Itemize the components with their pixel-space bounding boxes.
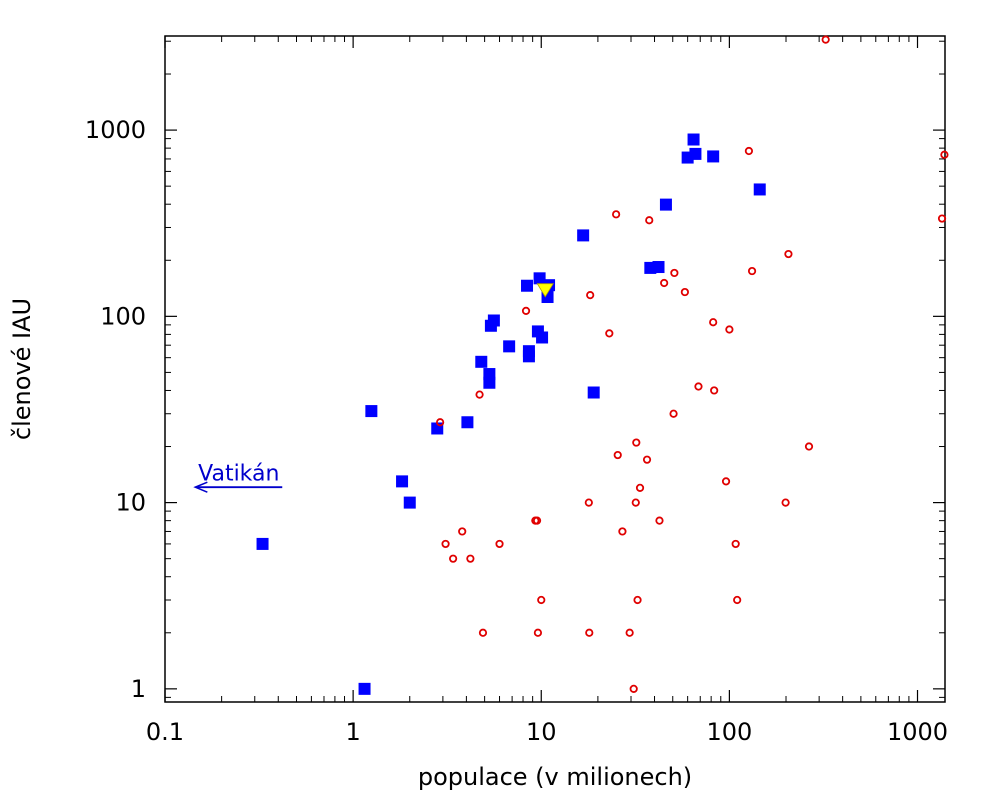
data-point-circle bbox=[731, 539, 740, 549]
data-point-circle bbox=[436, 418, 445, 427]
data-point-square bbox=[587, 386, 600, 399]
data-point-circle bbox=[618, 527, 627, 536]
data-point-circle bbox=[784, 249, 793, 259]
data-point-circle bbox=[631, 498, 640, 507]
data-point-circle bbox=[532, 516, 542, 525]
data-point-square bbox=[536, 331, 549, 344]
y-tick-label: 10 bbox=[115, 489, 146, 517]
data-point-circle bbox=[533, 628, 543, 637]
x-tick-labels: 0.1 1 10 100 1000 bbox=[146, 718, 948, 746]
data-point-square bbox=[522, 345, 535, 358]
y-tick-label: 100 bbox=[100, 302, 146, 330]
data-point-circle bbox=[821, 35, 830, 44]
x-tick-label: 1 bbox=[345, 718, 360, 746]
data-point-circle bbox=[625, 628, 634, 637]
y-axis-title: členové IAU bbox=[8, 298, 36, 440]
data-point-circle bbox=[710, 386, 719, 395]
annotations: Vatikán bbox=[193, 462, 283, 493]
data-point-circle bbox=[521, 306, 531, 315]
data-point-square bbox=[577, 229, 590, 242]
data-point-square bbox=[533, 272, 546, 285]
data-point-circle bbox=[721, 477, 731, 486]
x-tick-label: 100 bbox=[706, 718, 752, 746]
data-point-circle bbox=[804, 442, 814, 451]
data-point-circle bbox=[633, 595, 642, 605]
data-point-square bbox=[365, 405, 378, 418]
data-point-circle bbox=[605, 329, 614, 338]
data-points bbox=[256, 35, 949, 695]
data-point-circle bbox=[937, 214, 947, 223]
data-point-square bbox=[461, 416, 474, 429]
data-point-circle bbox=[478, 628, 488, 637]
data-point-circle bbox=[441, 539, 450, 549]
data-point-circle bbox=[655, 516, 664, 525]
data-point-square bbox=[396, 475, 409, 488]
annotation-label: Vatikán bbox=[198, 462, 279, 487]
data-point-square bbox=[687, 133, 700, 146]
data-point-circle bbox=[466, 554, 475, 563]
data-point-square bbox=[659, 198, 672, 211]
data-point-circle bbox=[629, 684, 638, 693]
data-point-circle bbox=[585, 628, 594, 637]
data-point-square bbox=[487, 314, 500, 327]
data-point-circle bbox=[537, 595, 546, 605]
data-point-circle bbox=[635, 483, 645, 492]
x-axis-ticks bbox=[164, 36, 919, 702]
y-tick-label: 1 bbox=[131, 675, 146, 703]
data-point-circle bbox=[642, 455, 652, 464]
data-point-square bbox=[503, 340, 516, 353]
data-point-circle bbox=[495, 539, 504, 549]
data-point-circle bbox=[694, 382, 703, 391]
x-axis-title: populace (v milionech) bbox=[418, 763, 692, 791]
x-tick-label: 1000 bbox=[887, 718, 948, 746]
y-tick-label: 1000 bbox=[85, 116, 146, 144]
data-point-square bbox=[403, 496, 416, 509]
data-point-square bbox=[753, 183, 766, 196]
data-point-circle bbox=[669, 409, 678, 418]
y-tick-labels: 1 10 100 1000 bbox=[85, 116, 146, 703]
data-point-circle bbox=[744, 146, 754, 156]
data-point-circle bbox=[645, 216, 654, 225]
annotation-arrowhead bbox=[193, 481, 208, 493]
data-point-circle bbox=[613, 450, 622, 460]
data-point-circle bbox=[680, 287, 689, 297]
plot-area: Vatikán bbox=[164, 35, 949, 703]
data-point-circle bbox=[632, 438, 641, 447]
data-point-circle bbox=[709, 318, 718, 327]
data-point-triangle bbox=[536, 283, 554, 298]
data-point-circle bbox=[733, 595, 742, 605]
data-point-circle bbox=[584, 498, 593, 507]
plot-frame bbox=[164, 35, 946, 703]
data-point-circle bbox=[612, 210, 621, 219]
data-point-circle bbox=[781, 498, 790, 507]
data-point-square bbox=[689, 147, 702, 160]
x-tick-label: 10 bbox=[526, 718, 557, 746]
data-point-square bbox=[358, 682, 371, 695]
data-point-circle bbox=[725, 325, 734, 334]
data-point-circle bbox=[670, 268, 679, 278]
data-point-square bbox=[707, 150, 720, 163]
data-point-square bbox=[652, 261, 665, 274]
data-point-circle bbox=[940, 150, 949, 159]
data-point-circle bbox=[747, 266, 757, 276]
data-point-square bbox=[521, 279, 534, 292]
data-point-circle bbox=[660, 278, 669, 288]
data-point-circle bbox=[475, 390, 484, 399]
data-point-square bbox=[483, 368, 496, 381]
data-point-circle bbox=[586, 291, 595, 300]
data-point-square bbox=[475, 355, 488, 368]
data-point-circle bbox=[449, 554, 458, 563]
data-point-square bbox=[256, 537, 269, 550]
x-tick-label: 0.1 bbox=[146, 718, 184, 746]
y-axis-ticks bbox=[165, 40, 945, 698]
data-point-circle bbox=[458, 527, 467, 536]
